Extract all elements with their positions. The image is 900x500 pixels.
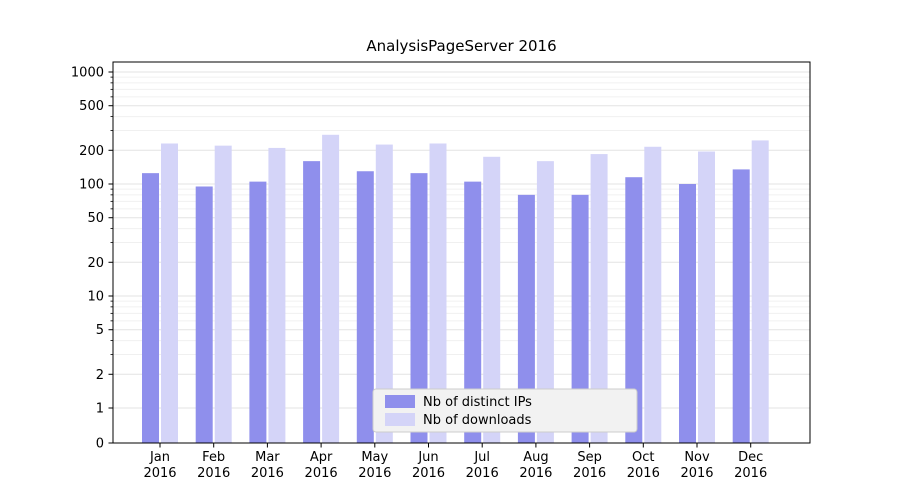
- bar-distinct-ips: [356, 171, 374, 443]
- bar-downloads: [536, 161, 554, 444]
- x-tick-label: 2016: [466, 466, 499, 481]
- x-tick-label: Sep: [577, 450, 602, 465]
- bar-downloads: [751, 140, 769, 443]
- x-tick-label: 2016: [251, 466, 284, 481]
- bar-downloads: [161, 143, 178, 443]
- bar-downloads: [590, 154, 608, 443]
- y-tick-label: 500: [79, 99, 104, 114]
- x-tick-label: Mar: [255, 450, 280, 465]
- x-tick-label: Jun: [417, 450, 438, 465]
- bar-downloads: [214, 145, 232, 443]
- bar-distinct-ips: [249, 181, 267, 443]
- bar-distinct-ips: [303, 161, 321, 444]
- bar-distinct-ips: [679, 184, 696, 443]
- bar-distinct-ips: [410, 173, 428, 444]
- x-tick-label: 2016: [305, 466, 338, 481]
- bar-distinct-ips: [464, 181, 482, 443]
- bar-downloads: [375, 144, 393, 444]
- chart-title: AnalysisPageServer 2016: [366, 37, 557, 55]
- x-tick-label: Jul: [473, 450, 490, 465]
- y-tick-label: 1000: [71, 66, 104, 81]
- axis-frame: [112, 61, 811, 444]
- bar-downloads: [483, 156, 501, 444]
- y-tick-label: 1: [96, 402, 104, 417]
- y-tick-label: 5: [96, 323, 104, 338]
- x-tick-label: 2016: [143, 466, 176, 481]
- x-tick-label: Nov: [684, 450, 710, 465]
- bar-distinct-ips: [142, 173, 159, 444]
- legend-label-distinct-ips: Nb of distinct IPs: [423, 395, 532, 410]
- x-tick-label: Oct: [632, 450, 654, 465]
- bar-distinct-ips: [732, 169, 750, 443]
- legend-swatch-downloads: [385, 413, 415, 426]
- x-tick-label: Feb: [202, 450, 225, 465]
- x-tick-label: 2016: [358, 466, 391, 481]
- y-tick-label: 200: [79, 144, 104, 159]
- bar-downloads: [698, 151, 715, 444]
- x-tick-label: 2016: [519, 466, 552, 481]
- bar-distinct-ips: [195, 186, 213, 444]
- y-tick-label: 20: [87, 256, 104, 271]
- x-tick-label: 2016: [197, 466, 230, 481]
- x-tick-label: Apr: [310, 450, 333, 465]
- bar-downloads: [268, 147, 286, 443]
- x-tick-label: May: [361, 450, 388, 465]
- legend-swatch-distinct-ips: [385, 395, 415, 408]
- x-tick-label: Jan: [149, 450, 170, 465]
- bar-distinct-ips: [571, 194, 589, 443]
- x-tick-label: 2016: [573, 466, 606, 481]
- y-tick-label: 2: [96, 368, 104, 383]
- y-tick-label: 100: [79, 178, 104, 193]
- x-tick-label: Aug: [523, 450, 548, 465]
- y-tick-label: 10: [87, 290, 104, 305]
- bar-downloads: [322, 134, 340, 443]
- bar-distinct-ips: [625, 177, 643, 443]
- y-tick-label: 50: [87, 211, 104, 226]
- x-tick-label: 2016: [734, 466, 767, 481]
- bar-downloads: [429, 143, 447, 443]
- bar-downloads: [644, 146, 662, 443]
- x-tick-label: 2016: [680, 466, 713, 481]
- x-tick-label: Dec: [738, 450, 763, 465]
- x-tick-label: 2016: [627, 466, 660, 481]
- y-tick-label: 0: [96, 437, 104, 452]
- legend-label-downloads: Nb of downloads: [423, 413, 532, 428]
- legend-box: [372, 388, 638, 433]
- bar-distinct-ips: [517, 194, 535, 443]
- x-tick-label: 2016: [412, 466, 445, 481]
